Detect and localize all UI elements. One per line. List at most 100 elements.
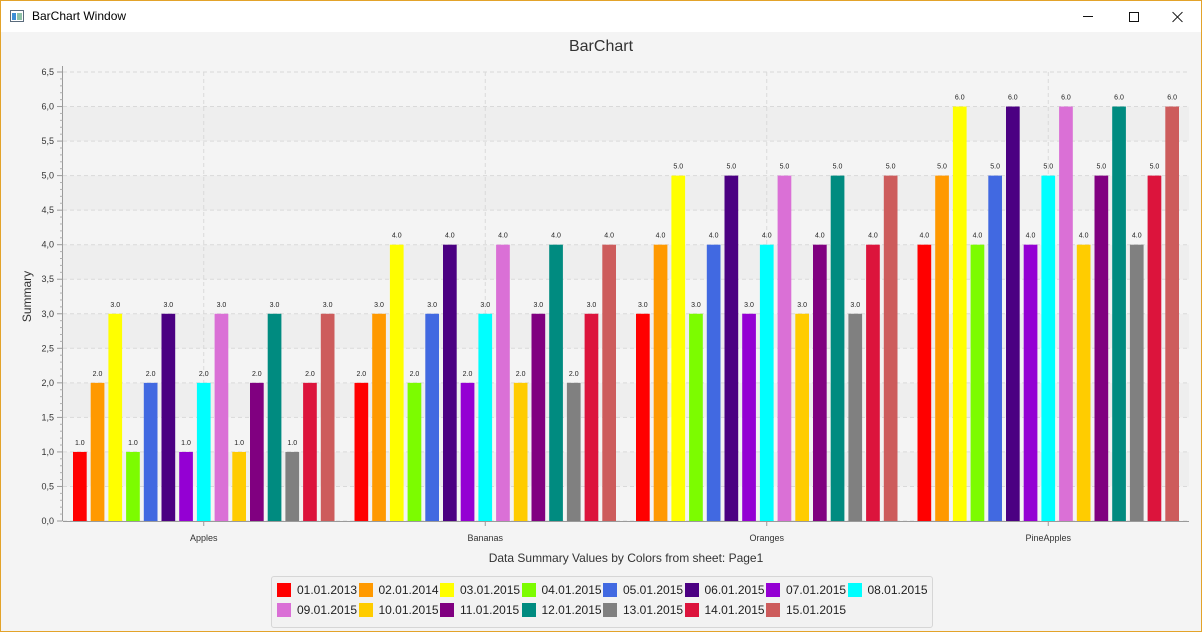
bar xyxy=(478,313,493,521)
legend-swatch xyxy=(277,583,291,597)
bar xyxy=(1023,244,1038,521)
bar xyxy=(1094,175,1109,521)
bar xyxy=(759,244,774,521)
legend-item: 02.01.2014 xyxy=(358,580,439,600)
data-label: 2.0 xyxy=(93,371,103,378)
plot-band xyxy=(63,72,1189,107)
y-tick-label: 6,5 xyxy=(41,67,54,77)
bar xyxy=(1059,106,1073,522)
data-label: 4.0 xyxy=(1132,233,1142,240)
legend-label: 09.01.2015 xyxy=(297,603,358,617)
legend-swatch xyxy=(603,603,617,617)
data-label: 3.0 xyxy=(427,302,437,309)
bar xyxy=(196,382,211,521)
bar xyxy=(250,382,264,521)
bar xyxy=(848,313,863,521)
data-label: 4.0 xyxy=(973,233,983,240)
bar xyxy=(513,382,528,521)
legend-label: 04.01.2015 xyxy=(541,583,602,597)
plot-band xyxy=(63,417,1189,452)
minimize-button[interactable] xyxy=(1065,1,1111,32)
legend-item: 01.01.2013 xyxy=(277,580,357,600)
x-axis-label: Data Summary Values by Colors from sheet… xyxy=(489,551,764,565)
legend-label: 15.01.2015 xyxy=(786,603,847,617)
close-icon xyxy=(1172,11,1184,23)
bar-chart: 0,0 0,5 1,0 1,5 2,0 2,5 3,0 3,5 4,0 4,5 5,0 5,5 6,0 6… xyxy=(20,66,1189,565)
bar xyxy=(671,175,686,521)
maximize-button[interactable] xyxy=(1111,1,1157,32)
data-label: 3.0 xyxy=(323,302,333,309)
title-bar[interactable]: BarChart Window xyxy=(1,1,1201,32)
bar xyxy=(496,244,510,521)
bar xyxy=(653,244,668,521)
bar xyxy=(443,244,457,521)
data-label: 4.0 xyxy=(551,233,561,240)
data-label: 3.0 xyxy=(163,302,173,309)
data-label: 3.0 xyxy=(797,302,807,309)
plot-band xyxy=(63,175,1189,211)
legend-label: 02.01.2014 xyxy=(378,583,439,597)
plot-band xyxy=(63,279,1189,314)
window-title: BarChart Window xyxy=(32,9,127,23)
bar xyxy=(285,451,300,521)
bar xyxy=(1006,106,1020,522)
bar xyxy=(320,313,335,521)
data-label: 3.0 xyxy=(217,302,227,309)
data-label: 2.0 xyxy=(516,371,526,378)
data-label: 2.0 xyxy=(463,371,473,378)
y-axis-label: Summary xyxy=(20,271,34,322)
plot-band xyxy=(63,244,1189,280)
maximize-icon xyxy=(1129,11,1139,22)
bar xyxy=(389,244,404,521)
legend-item: 10.01.2015 xyxy=(358,600,439,620)
legend-swatch xyxy=(358,583,373,597)
bar xyxy=(108,313,123,521)
bar xyxy=(935,175,949,521)
bar xyxy=(1112,106,1126,522)
bar xyxy=(742,313,756,521)
bar xyxy=(970,244,985,521)
legend-swatch xyxy=(358,603,373,617)
data-label: 4.0 xyxy=(762,233,772,240)
data-label: 3.0 xyxy=(110,302,120,309)
close-button[interactable] xyxy=(1155,1,1201,32)
bar xyxy=(706,244,721,521)
bar xyxy=(179,451,193,521)
bar xyxy=(883,175,898,521)
bar xyxy=(1129,244,1144,521)
legend-swatch xyxy=(684,603,699,617)
bar xyxy=(354,382,369,521)
data-label: 6.0 xyxy=(1114,95,1124,102)
data-label: 1.0 xyxy=(287,440,297,447)
plot-band xyxy=(63,348,1189,383)
legend-item: 07.01.2015 xyxy=(766,580,846,600)
bar xyxy=(1147,175,1162,521)
data-label: 4.0 xyxy=(498,233,508,240)
chart-legend: 01.01.2013 02.01.2014 03.01.2015 04.01.2015… xyxy=(271,576,933,628)
legend-item: 08.01.2015 xyxy=(847,580,928,600)
legend-label: 03.01.2015 xyxy=(460,583,521,597)
data-label: 5.0 xyxy=(673,164,683,171)
data-label: 5.0 xyxy=(1150,164,1160,171)
legend-label: 14.01.2015 xyxy=(704,603,765,617)
data-label: 2.0 xyxy=(305,371,315,378)
data-label: 1.0 xyxy=(128,440,138,447)
legend-swatch xyxy=(603,583,617,597)
data-label: 5.0 xyxy=(726,164,736,171)
y-tick-label: 6,0 xyxy=(41,102,54,112)
plot-band xyxy=(63,141,1189,176)
data-label: 5.0 xyxy=(833,164,843,171)
bar xyxy=(917,244,932,521)
bar xyxy=(724,175,739,521)
y-tick-label: 2,5 xyxy=(41,343,54,353)
legend-item: 05.01.2015 xyxy=(603,580,683,600)
legend-item: 04.01.2015 xyxy=(521,580,602,600)
x-tick-label: PineApples xyxy=(1025,533,1071,543)
bar xyxy=(813,244,827,521)
data-label: 4.0 xyxy=(656,233,666,240)
bar xyxy=(90,382,105,521)
data-label: 3.0 xyxy=(270,302,280,309)
data-label: 6.0 xyxy=(1167,95,1177,102)
legend-swatch xyxy=(766,603,780,617)
plot-band xyxy=(63,486,1189,521)
